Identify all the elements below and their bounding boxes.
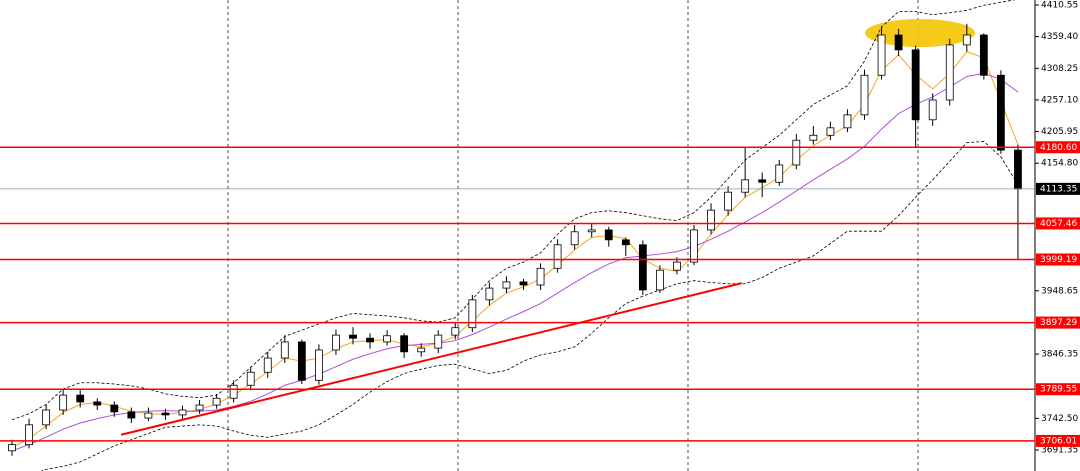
level-label: 4180.60: [1040, 143, 1077, 153]
y-tick-label: 4257.10: [1041, 95, 1078, 105]
candle-body: [400, 335, 409, 353]
candle-body: [59, 394, 68, 411]
candle-body: [314, 349, 323, 381]
candle-body: [349, 334, 357, 339]
level-label-box: [1036, 253, 1080, 266]
candle-body: [178, 409, 187, 416]
candle-body: [997, 74, 1005, 151]
candle-body: [127, 411, 136, 419]
candle-body: [741, 179, 750, 193]
candle-body: [229, 384, 238, 399]
candle-body: [1014, 149, 1022, 190]
candle-body: [621, 239, 630, 246]
candle-body: [434, 334, 443, 349]
candle-body: [877, 34, 886, 76]
highlight: [865, 19, 975, 47]
y-tick-label: 4205.95: [1041, 127, 1078, 137]
indicator-line: [40, 141, 1019, 471]
candle-body: [775, 164, 784, 183]
level-label-box: [1036, 316, 1080, 329]
y-tick-label: 3742.50: [1041, 414, 1078, 424]
y-tick-label: 3846.35: [1041, 350, 1078, 360]
candle-body: [212, 397, 221, 406]
y-tick-label: 4410.55: [1041, 0, 1078, 10]
candle-body: [366, 337, 374, 343]
y-tick-label: 3691.35: [1041, 445, 1078, 455]
y-tick-label: 4308.25: [1041, 64, 1078, 74]
candle-body: [25, 424, 33, 446]
candle-body: [468, 299, 477, 329]
candle-body: [76, 394, 85, 403]
candle-body: [792, 139, 801, 166]
candle-body: [656, 269, 664, 291]
level-label: 4057.46: [1040, 219, 1077, 229]
candle-body: [911, 49, 920, 121]
candle-body: [417, 347, 426, 353]
indicator-line: [11, 0, 1016, 421]
candle-body: [195, 404, 204, 411]
level-label-box: [1036, 383, 1080, 396]
current-price-label: 4113.35: [1040, 184, 1077, 194]
candle-body: [604, 229, 613, 241]
y-tick-label: 3948.65: [1041, 286, 1078, 296]
candle-body: [144, 412, 153, 419]
candle-body: [707, 209, 715, 231]
candle-body: [809, 134, 818, 141]
candle-body: [860, 74, 869, 116]
candle-body: [962, 34, 971, 46]
candle-body: [110, 404, 119, 413]
candle-body: [587, 229, 596, 233]
candle-body: [263, 357, 272, 373]
candle-body: [724, 191, 732, 211]
candle-body: [8, 444, 16, 452]
level-label: 3897.29: [1040, 318, 1077, 328]
candle-body: [673, 261, 681, 271]
candle-body: [638, 244, 647, 291]
level-label-box: [1036, 141, 1080, 154]
candle-body: [843, 114, 852, 129]
level-label: 3789.55: [1040, 385, 1077, 395]
y-tick-label: 4154.80: [1041, 159, 1078, 169]
level-label-box: [1036, 217, 1080, 230]
candle-body: [451, 327, 460, 336]
candle-body: [553, 244, 562, 269]
level-label-box: [1036, 434, 1080, 447]
candle-body: [826, 127, 835, 136]
current-price-box: [1036, 182, 1080, 195]
candle-body: [502, 281, 511, 289]
candle-body: [928, 99, 937, 121]
candle-body: [894, 34, 903, 51]
candle-body: [519, 281, 528, 286]
candle-body: [161, 412, 170, 416]
candle-body: [758, 179, 767, 183]
candle-body: [485, 287, 494, 301]
candle-body: [93, 401, 102, 406]
candle-body: [536, 267, 545, 286]
y-tick-label: 4359.40: [1041, 32, 1078, 42]
candle-body: [945, 44, 954, 101]
candle-body: [332, 334, 340, 351]
candle-body: [690, 229, 698, 263]
candle-body: [383, 335, 392, 343]
candle-body: [246, 371, 255, 386]
candle-body: [979, 34, 988, 76]
candle-body: [42, 409, 50, 426]
candle-body: [297, 341, 306, 381]
trendline: [120, 282, 742, 436]
candle-body: [280, 341, 289, 359]
level-label: 3706.01: [1040, 436, 1077, 446]
level-label: 3999.19: [1040, 255, 1077, 265]
candle-body: [570, 231, 579, 246]
